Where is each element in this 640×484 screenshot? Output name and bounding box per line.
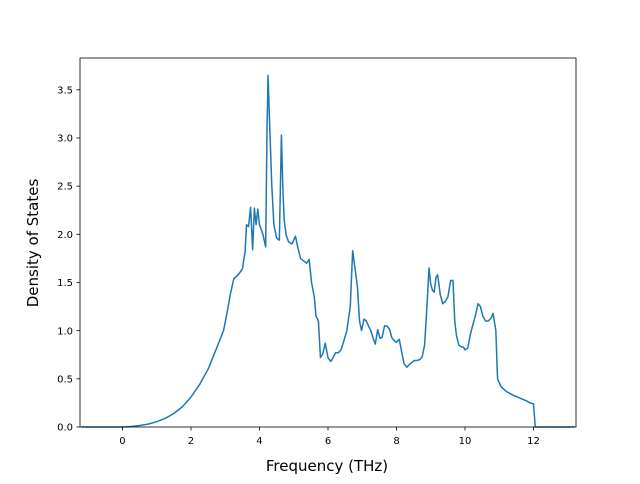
y-tick-label: 3.0: [57, 134, 73, 145]
x-tick-label: 8: [393, 436, 399, 447]
x-tick-label: 2: [188, 436, 194, 447]
x-axis-label: Frequency (THz): [266, 457, 388, 475]
y-axis-ticks: 0.0 0.5 1.0 1.5 2.0 2.5 3.0 3.5: [57, 85, 80, 434]
y-tick-label: 2.5: [57, 182, 73, 193]
y-axis-label: Density of States: [24, 179, 42, 308]
x-tick-label: 6: [325, 436, 331, 447]
y-tick-label: 1.0: [57, 326, 73, 337]
axes-frame: [79, 57, 577, 428]
y-tick-label: 3.5: [57, 85, 73, 96]
y-tick-label: 0.0: [57, 423, 73, 434]
x-tick-label: 12: [527, 436, 540, 447]
x-tick-label: 4: [256, 436, 262, 447]
y-tick-label: 0.5: [57, 374, 73, 385]
x-axis-ticks: 0 2 4 6 8 10 12: [119, 427, 540, 447]
x-tick-label: 0: [119, 436, 125, 447]
x-tick-label: 10: [459, 436, 472, 447]
y-tick-label: 1.5: [57, 278, 73, 289]
plot-area: [81, 74, 575, 428]
dos-series-line: [81, 74, 575, 428]
y-tick-label: 2.0: [57, 230, 73, 241]
